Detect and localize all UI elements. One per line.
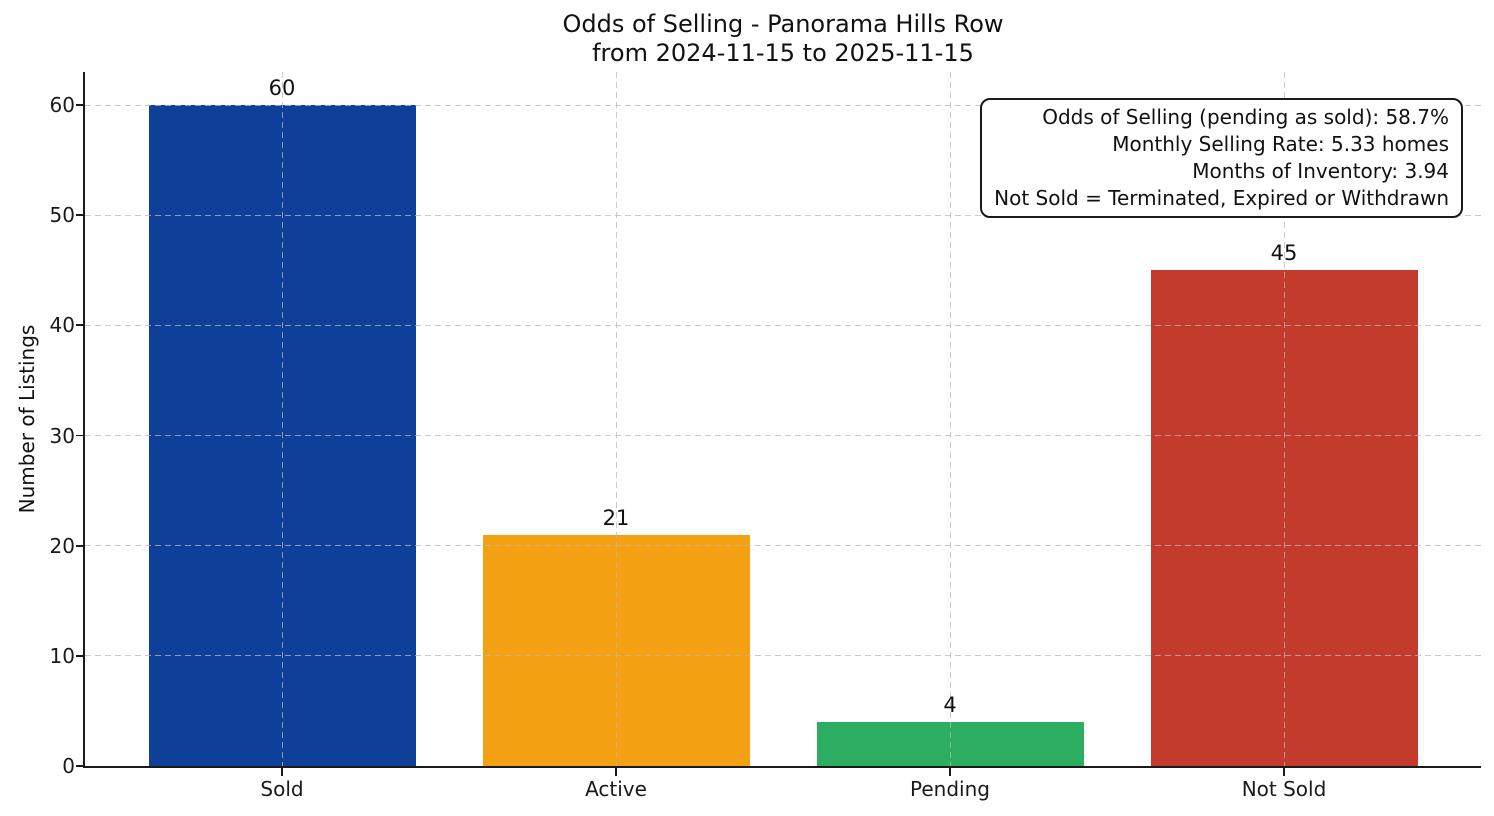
y-tick-mark [76, 214, 83, 217]
y-tick-label: 20 [49, 533, 75, 558]
y-tick-mark [76, 434, 83, 437]
plot-area: Odds of Selling (pending as sold): 58.7%… [50, 72, 1481, 801]
stats-annotation-box: Odds of Selling (pending as sold): 58.7%… [980, 98, 1463, 218]
chart-title: Odds of Selling - Panorama Hills Row fro… [85, 10, 1481, 68]
stats-odds-of-selling: Odds of Selling (pending as sold): 58.7% [1042, 105, 1449, 129]
gridline-horizontal [85, 435, 1481, 437]
y-axis-title: Number of Listings [15, 324, 39, 514]
gridline-vertical [615, 72, 617, 766]
x-tick-label-pending: Pending [910, 777, 990, 801]
y-tick-label: 50 [49, 203, 75, 228]
gridline-vertical [281, 72, 283, 766]
stats-months-of-inventory: Months of Inventory: 3.94 [1192, 159, 1449, 183]
y-tick-label: 10 [49, 643, 75, 668]
y-tick-label: 40 [49, 313, 75, 338]
gridline-horizontal [85, 104, 1481, 106]
gridline-vertical [949, 72, 951, 766]
x-tick-mark [949, 768, 951, 776]
bar-value-label-pending: 4 [943, 692, 957, 717]
y-tick-label: 30 [49, 423, 75, 448]
stats-not-sold-definition: Not Sold = Terminated, Expired or Withdr… [994, 186, 1449, 210]
gridline-horizontal [85, 655, 1481, 657]
gridline-vertical [1283, 72, 1285, 766]
bar-value-label-active: 21 [602, 505, 630, 530]
y-tick-label: 60 [49, 93, 75, 118]
y-tick-mark [76, 544, 83, 547]
y-tick-mark [76, 654, 83, 657]
x-tick-label-active: Active [585, 777, 647, 801]
bar-value-label-not-sold: 45 [1270, 241, 1298, 266]
chart-title-line2: from 2024-11-15 to 2025-11-15 [592, 39, 974, 67]
gridline-horizontal [85, 545, 1481, 547]
x-tick-label-not-sold: Not Sold [1241, 777, 1327, 801]
x-tick-label-sold: Sold [260, 777, 304, 801]
y-tick-mark [76, 104, 83, 106]
x-tick-mark [1283, 768, 1285, 776]
bar-value-label-sold: 60 [268, 76, 296, 101]
y-tick-label: 0 [62, 754, 75, 778]
y-tick-mark [76, 324, 83, 327]
stats-monthly-selling-rate: Monthly Selling Rate: 5.33 homes [1112, 132, 1449, 156]
chart-title-line1: Odds of Selling - Panorama Hills Row [562, 10, 1004, 38]
y-tick-mark [76, 765, 83, 767]
x-tick-mark [281, 768, 283, 776]
x-tick-mark [615, 768, 617, 776]
gridline-horizontal [85, 214, 1481, 216]
gridline-horizontal [85, 324, 1481, 326]
